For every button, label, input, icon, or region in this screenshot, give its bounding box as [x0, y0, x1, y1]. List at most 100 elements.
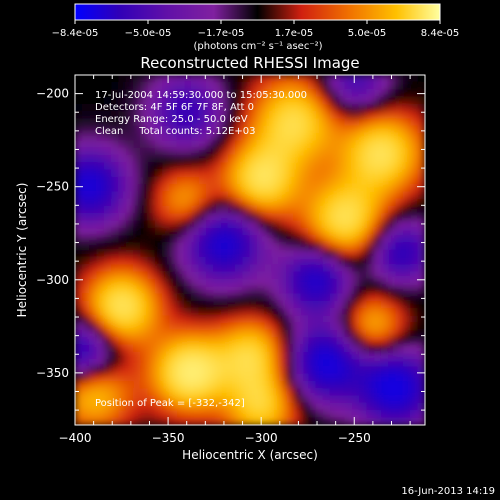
- heatmap-cell: [351, 184, 360, 192]
- heatmap-cell: [286, 81, 295, 90]
- heatmap-cell: [293, 111, 302, 120]
- heatmap-cell: [388, 264, 397, 273]
- heatmap-cell: [388, 75, 397, 83]
- heatmap-cell: [242, 162, 251, 171]
- heatmap-cell: [147, 308, 156, 316]
- heatmap-cell: [322, 402, 331, 411]
- heatmap-cell: [402, 373, 411, 382]
- heatmap-cell: [103, 235, 112, 244]
- heatmap-cell: [264, 410, 273, 419]
- heatmap-cell: [293, 359, 302, 367]
- heatmap-cell: [213, 300, 222, 309]
- heatmap-cell: [176, 329, 185, 338]
- heatmap-cell: [133, 395, 141, 404]
- heatmap-cell: [162, 359, 171, 367]
- heatmap-cell: [329, 242, 338, 251]
- heatmap-cell: [147, 205, 156, 214]
- heatmap-cell: [373, 410, 382, 419]
- heatmap-cell: [162, 213, 171, 222]
- heatmap-cell: [125, 75, 134, 83]
- heatmap-cell: [344, 191, 353, 200]
- heatmap-cell: [344, 235, 353, 244]
- heatmap-cell: [337, 89, 346, 98]
- heatmap-cell: [184, 220, 192, 229]
- heatmap-cell: [308, 337, 316, 346]
- heatmap-cell: [373, 256, 382, 265]
- heatmap-cell: [337, 220, 346, 229]
- heatmap-cell: [351, 388, 360, 397]
- heatmap-cell: [213, 103, 222, 112]
- heatmap-cell: [278, 344, 287, 353]
- x-tick-label: −400: [59, 431, 92, 445]
- heatmap-cell: [235, 176, 244, 185]
- heatmap-cell: [380, 410, 389, 419]
- heatmap-cell: [242, 337, 251, 346]
- heatmap-cell: [395, 395, 404, 404]
- heatmap-cell: [395, 329, 404, 338]
- heatmap-cell: [133, 286, 141, 295]
- heatmap-cell: [118, 322, 127, 331]
- heatmap-cell: [373, 337, 382, 346]
- heatmap-cell: [235, 300, 244, 309]
- heatmap-cell: [111, 410, 120, 419]
- heatmap-cell: [147, 133, 156, 141]
- x-axis-tick-labels: −400 −350 −300 −250: [59, 431, 371, 445]
- heatmap-cell: [198, 96, 207, 105]
- heatmap-cell: [271, 227, 280, 236]
- heatmap-cell: [256, 322, 265, 331]
- heatmap-cell: [118, 75, 127, 83]
- heatmap-cell: [75, 373, 83, 382]
- heatmap-cell: [111, 300, 120, 309]
- heatmap-cell: [278, 81, 287, 90]
- heatmap-cell: [96, 329, 105, 338]
- heatmap-cell: [351, 359, 360, 367]
- heatmap-cell: [256, 89, 265, 98]
- heatmap-cell: [213, 176, 222, 185]
- heatmap-cell: [271, 162, 280, 171]
- heatmap-cell: [256, 395, 265, 404]
- heatmap-cell: [184, 140, 192, 149]
- heatmap-cell: [366, 220, 375, 229]
- heatmap-cell: [133, 125, 141, 134]
- heatmap-cell: [351, 417, 360, 425]
- heatmap-cell: [191, 111, 200, 120]
- heatmap-cell: [198, 410, 207, 419]
- heatmap-cell: [162, 235, 171, 244]
- heatmap-cell: [322, 191, 331, 200]
- heatmap-cell: [278, 417, 287, 425]
- heatmap-cell: [395, 184, 404, 192]
- heatmap-cell: [286, 402, 295, 411]
- heatmap-cell: [264, 278, 273, 287]
- heatmap-cell: [410, 380, 419, 389]
- heatmap-cell: [293, 242, 302, 251]
- heatmap-cell: [169, 388, 178, 397]
- heatmap-cell: [191, 256, 200, 265]
- heatmap-cell: [286, 278, 295, 287]
- heatmap-cell: [264, 75, 273, 83]
- heatmap-cell: [96, 388, 105, 397]
- heatmap-cell: [205, 278, 214, 287]
- heatmap-cell: [89, 235, 98, 244]
- heatmap-cell: [373, 344, 382, 353]
- heatmap-cell: [351, 249, 360, 258]
- heatmap-cell: [278, 184, 287, 192]
- heatmap-cell: [154, 322, 163, 331]
- heatmap-cell: [227, 133, 236, 141]
- heatmap-cell: [96, 410, 105, 419]
- heatmap-cell: [220, 184, 229, 192]
- chart-title: Reconstructed RHESSI Image: [140, 54, 359, 72]
- heatmap-cell: [380, 103, 389, 112]
- heatmap-cell: [89, 169, 98, 178]
- heatmap-cell: [184, 300, 192, 309]
- heatmap-cell: [286, 118, 295, 127]
- heatmap-cell: [249, 205, 258, 214]
- heatmap-cell: [344, 293, 353, 302]
- heatmap-cell: [256, 191, 265, 200]
- heatmap-cell: [366, 410, 375, 419]
- heatmap-cell: [373, 322, 382, 331]
- heatmap-cell: [264, 380, 273, 389]
- heatmap-cell: [162, 176, 171, 185]
- heatmap-cell: [380, 308, 389, 316]
- heatmap-cell: [213, 380, 222, 389]
- heatmap-cell: [402, 388, 411, 397]
